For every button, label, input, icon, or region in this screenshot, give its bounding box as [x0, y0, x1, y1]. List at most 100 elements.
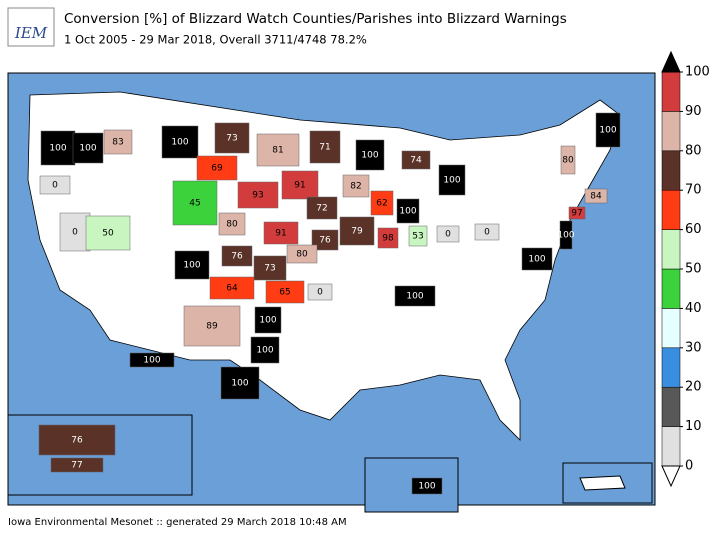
region [436, 225, 460, 243]
region-label: 53 [412, 232, 423, 242]
colorbar-tick-label: 80 [685, 143, 702, 158]
colorbar-bin [661, 189, 681, 230]
logo-box [7, 7, 55, 47]
region-label: 0 [484, 228, 490, 238]
region-label: 76 [71, 436, 83, 446]
region [103, 129, 133, 155]
region-label: 81 [272, 146, 283, 156]
region-label: 100 [399, 207, 416, 217]
hawaii-inset [364, 457, 459, 513]
region [220, 366, 260, 400]
region [584, 188, 608, 204]
region [595, 112, 621, 148]
region [559, 220, 573, 250]
region [59, 212, 91, 252]
region [311, 229, 339, 251]
region-label: 0 [52, 181, 58, 191]
region [72, 132, 104, 164]
region [309, 130, 341, 164]
colorbar-bin [661, 111, 681, 152]
region-label: 100 [256, 346, 273, 356]
region-label: 77 [71, 461, 82, 471]
region [394, 285, 436, 307]
land [27, 91, 621, 441]
regions: 100 100 83 100 73 81 71 100 74 0 69 93 91 82 100 100 80 8… [38, 112, 621, 495]
region [50, 457, 104, 473]
colorbar-bin [661, 268, 681, 309]
region [377, 227, 399, 249]
region-label: 93 [252, 191, 263, 201]
colorbar-over [661, 50, 681, 73]
region-label: 97 [571, 209, 582, 219]
region-label: 100 [231, 379, 248, 389]
colorbar-bin [661, 426, 681, 467]
region [281, 170, 319, 200]
region [237, 181, 279, 209]
region-label: 100 [418, 482, 435, 492]
region [161, 125, 199, 159]
colorbar-under [661, 465, 681, 488]
colorbar-tick-label: 0 [685, 459, 693, 474]
region [129, 352, 175, 368]
colorbar-tick-label: 40 [685, 301, 702, 316]
region-label: 100 [183, 261, 200, 271]
region-label: 79 [351, 227, 363, 237]
colorbar-tick-label: 50 [685, 262, 702, 277]
region [408, 225, 428, 247]
region-label: 100 [259, 316, 276, 326]
subtitle: 1 Oct 2005 - 29 Mar 2018, Overall 3711/4… [64, 33, 367, 47]
colorbar: 0 10 20 30 40 50 60 70 80 90 100 [661, 50, 710, 488]
region-label: 0 [72, 228, 78, 238]
region [221, 245, 253, 267]
region-label: 80 [226, 220, 238, 230]
region [263, 221, 299, 245]
region-label: 100 [443, 176, 460, 186]
region [250, 336, 280, 364]
region-label: 100 [49, 144, 66, 154]
region [306, 196, 338, 220]
region-label: 76 [231, 252, 243, 262]
region-label: 100 [557, 231, 574, 241]
region-label: 0 [317, 288, 323, 298]
colorbar-bin [661, 347, 681, 388]
region [85, 215, 131, 251]
region [370, 190, 394, 216]
region [218, 212, 246, 236]
region-label: 100 [406, 292, 423, 302]
region [254, 306, 282, 334]
region-label: 91 [294, 181, 305, 191]
region-label: 91 [275, 229, 286, 239]
region [172, 180, 218, 226]
region-label: 64 [226, 284, 238, 294]
region [256, 133, 300, 167]
colorbar-bin [661, 308, 681, 349]
region-label: 80 [562, 156, 574, 166]
region-label: 100 [361, 151, 378, 161]
region [286, 244, 318, 264]
region [560, 145, 576, 175]
region-label: 69 [211, 164, 223, 174]
region-label: 100 [599, 126, 616, 136]
region-label: 62 [376, 199, 387, 209]
puerto-rico [579, 475, 626, 491]
region [396, 198, 420, 224]
region [183, 305, 241, 347]
title: Conversion [%] of Blizzard Watch Countie… [64, 11, 567, 27]
region [40, 130, 76, 166]
colorbar-bin [661, 71, 681, 112]
region-label: 74 [410, 156, 422, 166]
region [214, 122, 250, 154]
region-label: 76 [319, 236, 331, 246]
region [568, 206, 586, 220]
region [342, 174, 370, 198]
colorbar-bin [661, 229, 681, 270]
region-label: 65 [279, 288, 290, 298]
logo: IEM [14, 24, 48, 42]
region [411, 477, 443, 495]
region [253, 255, 287, 281]
region-label: 0 [445, 230, 451, 240]
region-label: 98 [382, 234, 394, 244]
region [438, 164, 466, 196]
region-label: 89 [206, 322, 218, 332]
